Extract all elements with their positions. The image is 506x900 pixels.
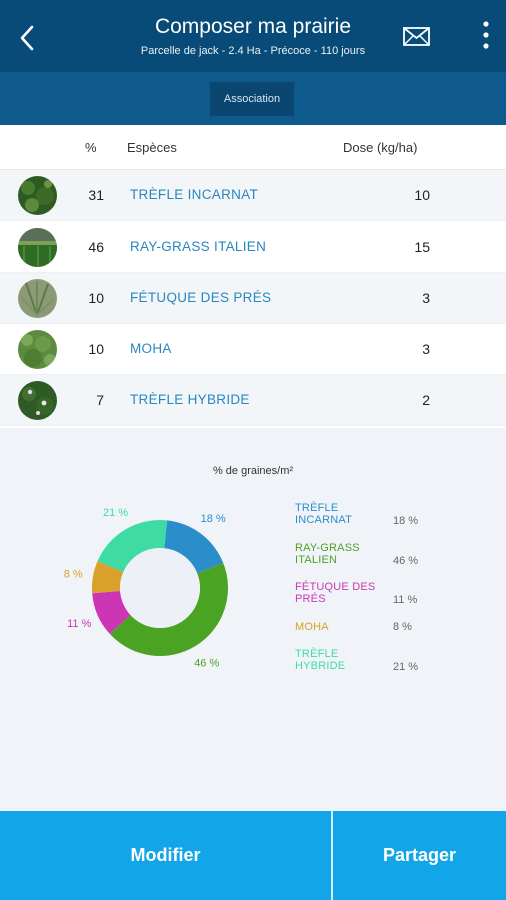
donut-hole <box>120 548 200 628</box>
table-row[interactable]: 7 TRÈFLE HYBRIDE 2 <box>0 375 506 426</box>
donut-slice <box>92 561 124 594</box>
table-row[interactable]: 46 RAY-GRASS ITALIEN 15 <box>0 222 506 273</box>
legend-value: 11 % <box>393 594 418 606</box>
row-species-link[interactable]: FÉTUQUE DES PRÉS <box>130 290 272 305</box>
modify-button[interactable]: Modifier <box>130 845 201 865</box>
table-row[interactable]: 10 MOHA 3 <box>0 324 506 375</box>
table-header: % Espèces Dose (kg/ha) <box>0 125 506 170</box>
legend-value: 18 % <box>393 515 419 527</box>
donut-chart: 18 % 46 % 11 % 8 % 21 % <box>64 507 229 670</box>
row-pct: 7 <box>96 392 104 408</box>
slice-label: 18 % <box>201 513 226 525</box>
more-vertical-icon[interactable] <box>478 18 494 52</box>
row-pct: 46 <box>88 239 104 255</box>
header-species: Espèces <box>127 140 177 155</box>
row-pct: 31 <box>88 187 104 203</box>
donut-slice <box>109 562 229 656</box>
row-dose: 10 <box>414 187 430 203</box>
footer-divider <box>331 811 333 900</box>
page-title: Composer ma prairie <box>154 15 352 38</box>
table-row[interactable]: 10 FÉTUQUE DES PRÉS 3 <box>0 273 506 324</box>
back-arrow-icon[interactable] <box>14 22 42 54</box>
row-pct: 10 <box>88 290 104 306</box>
chart-title: % de graines/m² <box>212 465 294 477</box>
donut-slice <box>92 591 131 634</box>
legend-label: TRÈFLE HYBRIDE <box>295 648 346 672</box>
row-dose: 15 <box>414 239 430 255</box>
row-dose: 3 <box>422 290 430 306</box>
row-dose: 3 <box>422 341 430 357</box>
species-thumbnail <box>18 381 57 420</box>
chart-panel: % de graines/m² 18 % 46 % 11 % 8 % 21 % TRÈF… <box>0 428 506 811</box>
row-pct: 10 <box>88 341 104 357</box>
header-dose: Dose (kg/ha) <box>343 140 418 155</box>
share-button[interactable]: Partager <box>382 845 457 865</box>
species-thumbnail <box>18 330 57 369</box>
donut-slice <box>164 520 224 574</box>
legend-label: RAY-GRASS ITALIEN <box>295 542 360 566</box>
species-thumbnail <box>18 279 57 318</box>
slice-label: 8 % <box>64 569 83 581</box>
slice-label: 11 % <box>67 618 91 630</box>
app-header: Composer ma prairie Parcelle de jack - 2… <box>0 0 506 72</box>
row-species-link[interactable]: RAY-GRASS ITALIEN <box>130 239 267 254</box>
row-species-link[interactable]: MOHA <box>130 341 172 356</box>
slice-label: 46 % <box>194 658 219 670</box>
mail-icon[interactable] <box>402 26 432 48</box>
table-row[interactable]: 31 TRÈFLE INCARNAT 10 <box>0 170 506 221</box>
tab-bar: Association <box>0 72 506 125</box>
slice-label: 21 % <box>103 507 128 519</box>
donut-slice <box>97 520 168 573</box>
legend-label: TRÈFLE INCARNAT <box>295 502 353 526</box>
legend-label: FÉTUQUE DES PRÉS <box>295 581 376 605</box>
row-species-link[interactable]: TRÈFLE HYBRIDE <box>130 392 250 407</box>
legend-label: MOHA <box>295 621 329 633</box>
legend-value: 46 % <box>393 555 419 567</box>
footer-bar: Modifier Partager <box>0 811 506 900</box>
legend-value: 8 % <box>393 621 412 633</box>
row-species-link[interactable]: TRÈFLE INCARNAT <box>130 187 259 202</box>
page-subtitle: Parcelle de jack - 2.4 Ha - Précoce - 11… <box>140 45 366 57</box>
header-pct: % <box>85 140 97 155</box>
species-thumbnail <box>18 228 57 267</box>
species-thumbnail <box>18 176 57 215</box>
legend-value: 21 % <box>393 661 419 673</box>
row-dose: 2 <box>422 392 430 408</box>
tab-association[interactable]: Association <box>210 82 294 116</box>
